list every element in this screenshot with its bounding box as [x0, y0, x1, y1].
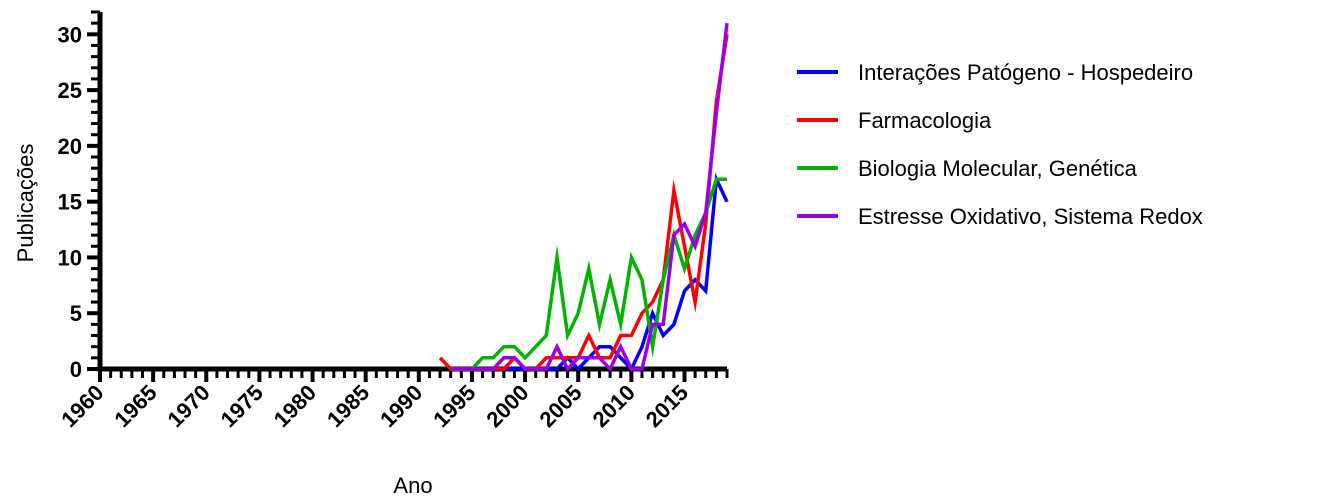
x-tick-label: 1980 [269, 380, 321, 432]
legend-item: Farmacologia [797, 108, 992, 133]
legend: Interações Patógeno - Hospedeiro Farmacol… [797, 60, 1203, 229]
series-line-2 [438, 34, 729, 371]
x-tick-label: 1975 [216, 380, 268, 432]
legend-label: Estresse Oxidativo, Sistema Redox [858, 204, 1203, 229]
x-tick-label: 1990 [375, 380, 427, 432]
x-axis-title: Ano [393, 473, 432, 498]
y-tick-label: 5 [70, 301, 82, 326]
legend-item: Estresse Oxidativo, Sistema Redox [797, 204, 1203, 229]
legend-label: Interações Patógeno - Hospedeiro [858, 60, 1193, 85]
x-tick-label: 1965 [109, 380, 161, 432]
y-axis-title: Publicações [13, 144, 38, 263]
y-tick-labels: 0 5 10 15 20 25 30 [58, 22, 82, 382]
y-tick-label: 0 [70, 357, 82, 382]
legend-label: Farmacologia [858, 108, 992, 133]
x-tick-label: 2015 [641, 380, 693, 432]
x-tick-labels: 1960 1965 1970 1975 1980 1985 1990 1995 2000 2005… [56, 380, 693, 432]
legend-label: Biologia Molecular, Genética [858, 156, 1138, 181]
x-tick-label: 1970 [163, 380, 215, 432]
legend-item: Biologia Molecular, Genética [797, 156, 1138, 181]
y-tick-label: 10 [58, 245, 82, 270]
x-tick-label: 1985 [322, 380, 374, 432]
y-tick-label: 20 [58, 134, 82, 159]
x-tick-label: 1995 [428, 380, 480, 432]
series-line-3 [450, 177, 727, 371]
series-lines [438, 22, 729, 373]
x-tick-label: 1960 [56, 380, 108, 432]
x-tick-label: 2010 [588, 380, 640, 432]
x-tick-label: 2005 [534, 380, 586, 432]
legend-item: Interações Patógeno - Hospedeiro [797, 60, 1193, 85]
y-tick-label: 15 [58, 190, 82, 215]
series-line-4 [450, 22, 729, 373]
y-tick-label: 30 [58, 22, 82, 47]
y-tick-label: 25 [58, 78, 82, 103]
x-tick-label: 2000 [481, 380, 533, 432]
